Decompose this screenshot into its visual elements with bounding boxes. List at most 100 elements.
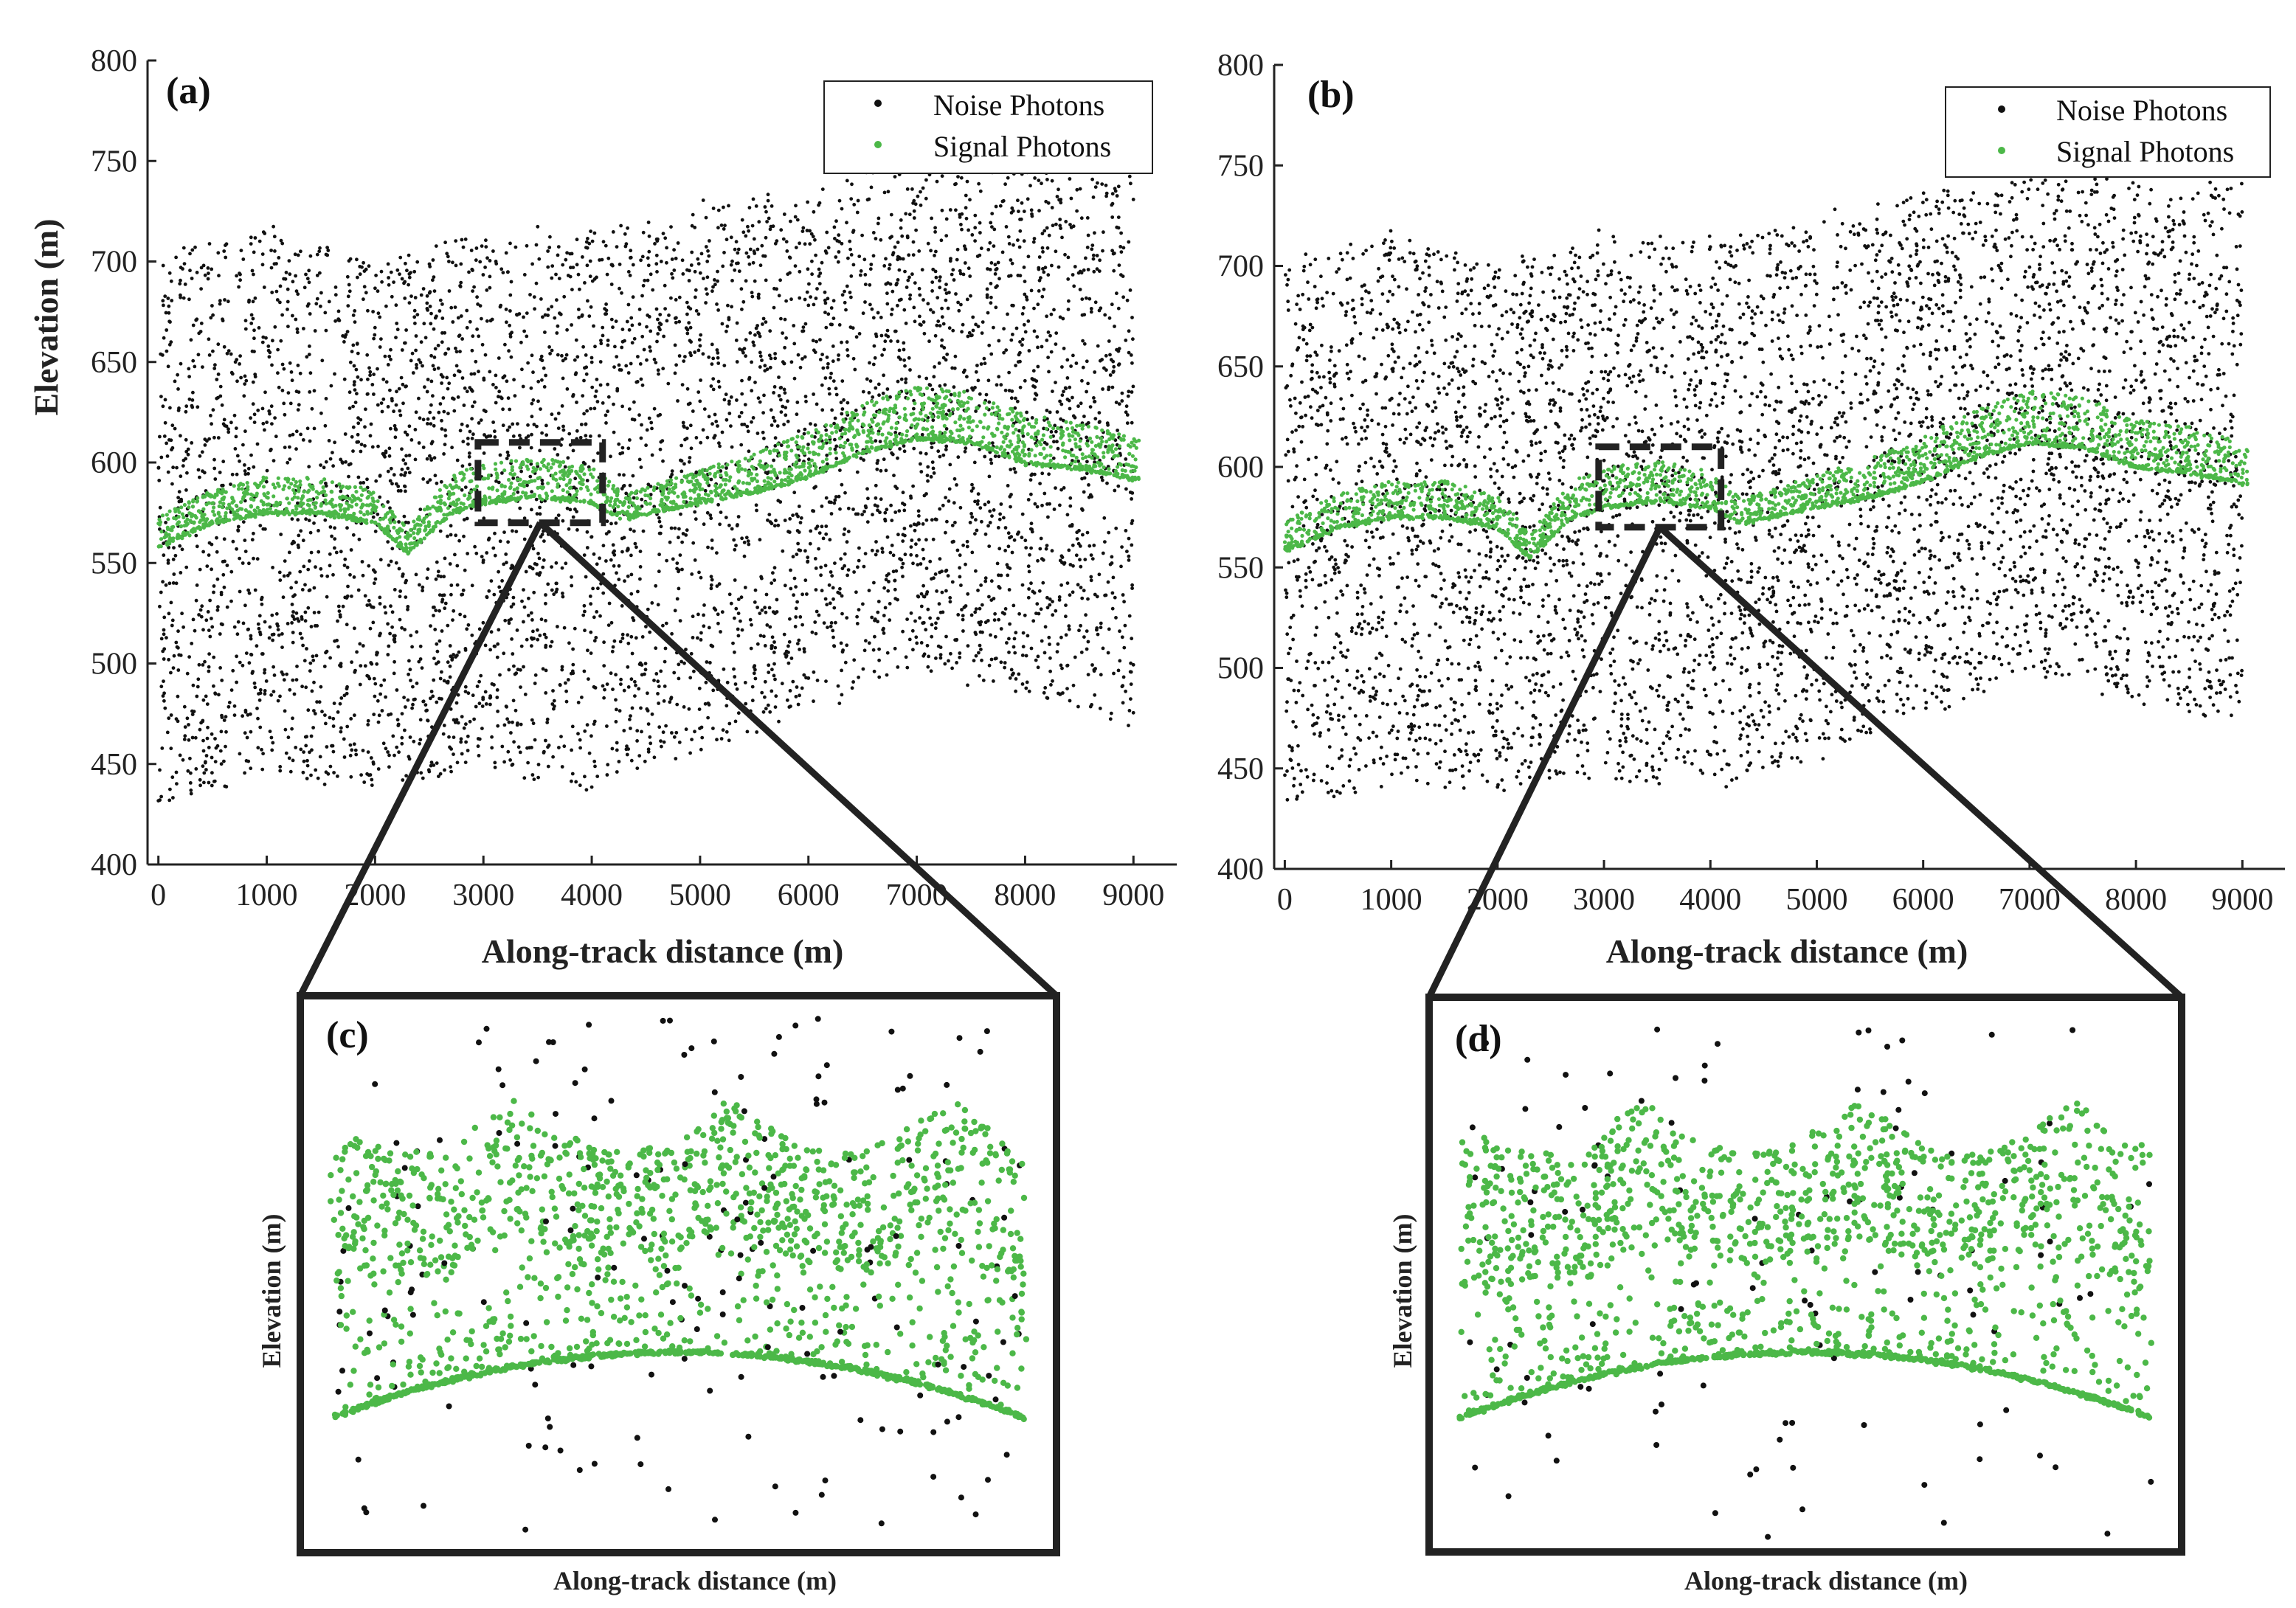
noise-photon (224, 715, 228, 719)
noise-photon (606, 395, 611, 399)
noise-photon (781, 331, 784, 335)
noise-photon (1123, 623, 1127, 628)
noise-photon (178, 544, 182, 548)
noise-photon (249, 637, 253, 641)
noise-photon (381, 451, 385, 456)
noise-photon (764, 320, 768, 324)
noise-photon (992, 618, 997, 622)
noise-photon (1036, 558, 1040, 563)
noise-photon (421, 364, 424, 368)
noise-photon (910, 272, 914, 277)
noise-photon (1045, 409, 1049, 412)
noise-photon (893, 175, 897, 179)
noise-photon (1099, 306, 1103, 311)
noise-photon (194, 598, 198, 603)
noise-photon (1039, 276, 1042, 280)
noise-photon (772, 651, 776, 654)
noise-photon (623, 579, 626, 583)
noise-photon (503, 618, 508, 623)
noise-photon (1073, 265, 1077, 268)
noise-photon (760, 608, 764, 612)
noise-photon (663, 659, 667, 664)
noise-photon (473, 544, 477, 549)
noise-photon (449, 707, 453, 711)
noise-photon (452, 397, 456, 401)
noise-photon (786, 399, 789, 403)
noise-photon (716, 351, 720, 355)
noise-photon (1097, 411, 1102, 415)
noise-photon (1082, 635, 1086, 639)
noise-photon (502, 651, 506, 656)
noise-photon (752, 343, 756, 347)
noise-photon (811, 235, 815, 239)
noise-photon (465, 325, 469, 330)
noise-photon (190, 248, 195, 252)
noise-photon (742, 554, 747, 558)
noise-photon (1120, 635, 1124, 640)
noise-photon (1045, 339, 1049, 342)
noise-photon (985, 287, 989, 291)
noise-photon (668, 700, 672, 704)
noise-photon (435, 642, 439, 646)
noise-photon (232, 625, 237, 629)
noise-photon (1131, 337, 1135, 342)
noise-photon (957, 308, 961, 313)
noise-photon (931, 466, 936, 471)
noise-photon (803, 297, 807, 302)
noise-photon (622, 473, 626, 477)
noise-photon (1093, 693, 1097, 697)
noise-photon (198, 777, 202, 782)
noise-photon (952, 476, 957, 481)
noise-photon (896, 665, 900, 669)
noise-photon (919, 641, 924, 645)
noise-photon (390, 482, 394, 486)
noise-photon (493, 553, 497, 558)
noise-photon (1031, 240, 1036, 244)
noise-photon (919, 190, 922, 194)
noise-photon (842, 533, 846, 536)
noise-photon (783, 583, 787, 588)
noise-photon (553, 316, 557, 320)
noise-photon (944, 530, 947, 535)
noise-photon (466, 623, 471, 627)
noise-photon (350, 595, 353, 598)
noise-photon (716, 356, 720, 360)
noise-photon (467, 454, 471, 459)
noise-photon (638, 565, 643, 569)
noise-photon (750, 685, 755, 689)
noise-photon (429, 696, 432, 701)
noise-photon (755, 730, 759, 734)
noise-photon (899, 226, 903, 230)
noise-photon (470, 348, 474, 353)
noise-photon (803, 322, 808, 326)
noise-photon (393, 435, 398, 440)
noise-photon (1015, 532, 1020, 536)
noise-photon (363, 664, 367, 668)
noise-photon (834, 457, 839, 460)
noise-photon (777, 375, 781, 379)
noise-photon (201, 749, 206, 753)
noise-photon (1042, 440, 1047, 445)
noise-photon (840, 693, 844, 697)
noise-photon (272, 632, 276, 637)
noise-photon (641, 529, 646, 533)
noise-photon (445, 375, 449, 380)
noise-photon (560, 668, 564, 672)
noise-photon (645, 358, 649, 362)
noise-photon (727, 721, 732, 726)
noise-photon (398, 589, 402, 593)
noise-photon (272, 673, 277, 677)
noise-photon (685, 528, 689, 533)
noise-photon (1026, 197, 1030, 201)
noise-photon (828, 538, 832, 542)
noise-photon (1020, 201, 1024, 205)
noise-photon (307, 268, 311, 273)
noise-photon (342, 340, 346, 344)
noise-photon (719, 510, 723, 514)
noise-photon (707, 355, 711, 359)
noise-photon (674, 320, 678, 325)
noise-photon (609, 620, 614, 625)
noise-photon (479, 418, 483, 422)
noise-photon (629, 572, 634, 577)
noise-photon (829, 570, 833, 574)
